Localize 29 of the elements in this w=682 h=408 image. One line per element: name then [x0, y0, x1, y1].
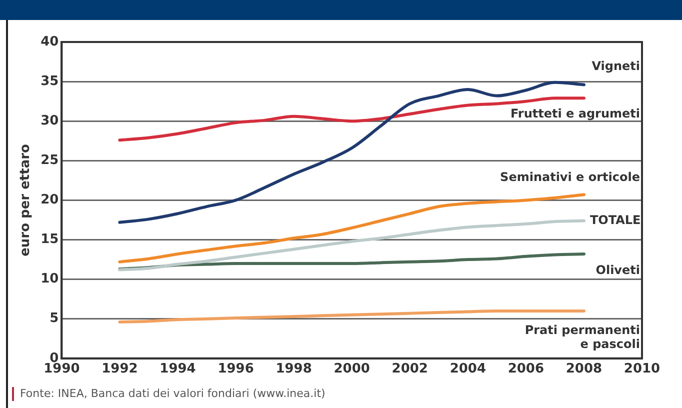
series-label: Seminativi e orticole — [500, 170, 640, 184]
y-tick-label: 35 — [40, 74, 59, 89]
series-label: Oliveti — [596, 263, 640, 278]
line-series — [118, 193, 586, 264]
x-tick-label: 2010 — [624, 362, 660, 377]
x-tick-label: 1996 — [218, 362, 254, 377]
x-tick-label: 2000 — [334, 362, 370, 377]
line-series — [118, 309, 586, 324]
x-tick-label: 1998 — [276, 362, 312, 377]
y-tick-label: 10 — [40, 272, 59, 287]
x-tick-label: 2006 — [508, 362, 544, 377]
source-note: Fonte: INEA, Banca dati dei valori fondiari (www.inea.it) — [20, 386, 326, 400]
y-tick-label: 5 — [50, 311, 59, 326]
y-tick-label: 30 — [40, 113, 59, 128]
series-label: Prati permanenti e pascoli — [524, 323, 640, 352]
y-tick-label: 25 — [40, 153, 59, 168]
x-tick-label: 2002 — [392, 362, 428, 377]
x-tick-label: 2008 — [566, 362, 602, 377]
x-tick-label: 2004 — [450, 362, 486, 377]
y-tick-label: 40 — [40, 34, 59, 50]
x-tick-label: 1992 — [102, 362, 138, 377]
y-tick-label: 20 — [40, 192, 59, 208]
series-label: Frutteti e agrumeti — [510, 106, 640, 120]
x-tick-label: 1994 — [160, 362, 196, 377]
series-label: Vigneti — [592, 58, 640, 73]
line-series — [118, 219, 586, 272]
y-axis-title: euro per ettaro — [18, 144, 34, 256]
series-label: TOTALE — [590, 212, 641, 227]
y-tick-label: 15 — [40, 232, 59, 248]
